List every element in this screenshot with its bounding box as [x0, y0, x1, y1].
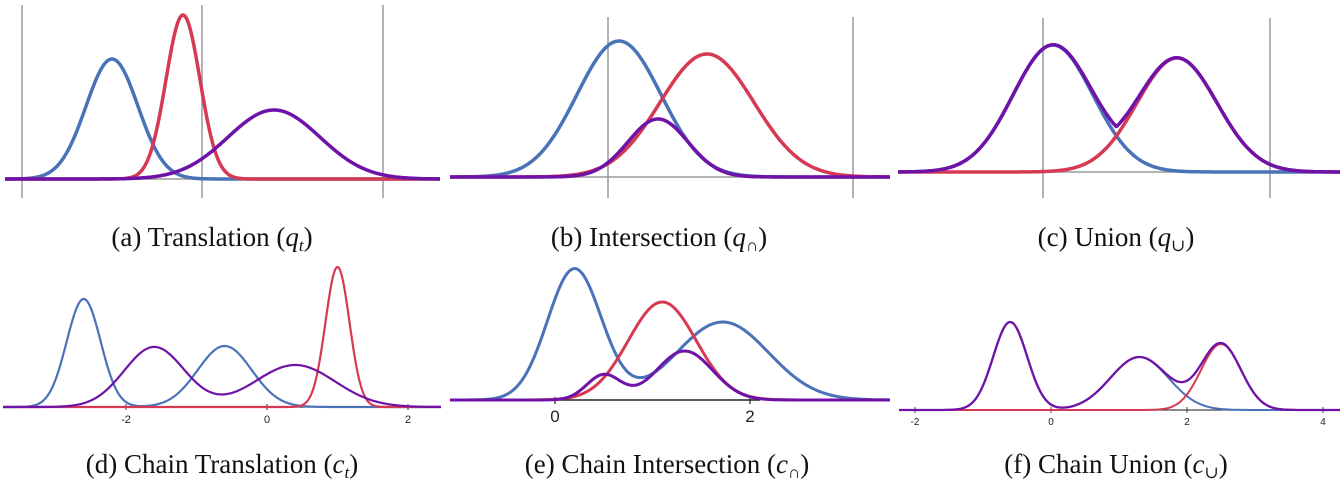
caption-math: q: [1157, 222, 1172, 252]
purple-curve: [898, 43, 1340, 174]
caption-close: ): [800, 449, 810, 479]
caption-math: c: [1192, 449, 1205, 479]
caption-c: (c) Union (q∪): [1038, 222, 1195, 256]
purple-curve: [5, 108, 440, 181]
blue-curve: [450, 39, 890, 179]
caption-e: (e) Chain Intersection (c∩): [525, 449, 809, 483]
panel-c-union: [898, 18, 1340, 198]
caption-text: (f) Chain Union (: [1004, 449, 1193, 479]
purple-curve: [450, 117, 890, 179]
panel-a-translation: [5, 5, 440, 198]
caption-subscript: ∩: [787, 463, 801, 482]
tick-label: 0: [550, 407, 559, 426]
caption-close: ): [303, 222, 313, 252]
tick-label: 2: [405, 414, 411, 426]
red-curve: [5, 13, 440, 181]
caption-math: q: [285, 222, 299, 252]
caption-close: ): [1218, 449, 1228, 479]
caption-f: (f) Chain Union (c∪): [1004, 449, 1227, 483]
red-curve: [3, 266, 441, 409]
caption-text: (b) Intersection (: [550, 222, 733, 252]
caption-subscript: t: [298, 236, 304, 255]
caption-close: ): [758, 222, 768, 252]
tick-label: -2: [121, 414, 131, 426]
panel-d-chain-translation: -2 0 2: [3, 266, 441, 426]
purple-curve: [899, 320, 1340, 412]
panel-f-chain-union: -2 0 2 4: [899, 320, 1340, 428]
purple-curve: [3, 345, 441, 409]
blue-curve: [5, 57, 440, 181]
caption-close: ): [1185, 222, 1195, 252]
caption-close: ): [349, 449, 359, 479]
caption-math: c: [775, 449, 788, 479]
tick-label: -2: [911, 417, 920, 428]
blue-curve: [450, 267, 890, 402]
caption-text: (a) Translation (: [111, 222, 286, 252]
panel-e-chain-intersection: 0 2: [450, 267, 890, 426]
caption-math: c: [332, 449, 345, 479]
purple-curve: [450, 349, 890, 402]
red-curve: [899, 342, 1340, 411]
caption-text: (d) Chain Translation (: [85, 449, 333, 479]
caption-a: (a) Translation (qt): [111, 222, 312, 256]
caption-b: (b) Intersection (q∩): [551, 222, 767, 256]
caption-subscript: ∩: [745, 236, 759, 255]
caption-subscript: ∪: [1204, 463, 1219, 482]
caption-math: q: [732, 222, 746, 252]
caption-subscript: ∪: [1171, 236, 1186, 255]
caption-subscript: t: [344, 463, 350, 482]
blue-curve: [3, 297, 441, 409]
tick-label: 2: [745, 407, 754, 426]
panel-b-intersection: [450, 17, 890, 198]
blue-curve: [899, 320, 1340, 411]
caption-text: (e) Chain Intersection (: [524, 449, 776, 479]
caption-text: (c) Union (: [1037, 222, 1158, 252]
blue-curve: [898, 43, 1340, 174]
red-curve: [898, 56, 1340, 174]
tick-label: 0: [1048, 417, 1054, 428]
tick-label: 0: [264, 414, 270, 426]
tick-label: 4: [1320, 417, 1326, 428]
caption-d: (d) Chain Translation (ct): [86, 449, 358, 483]
tick-label: 2: [1184, 417, 1190, 428]
